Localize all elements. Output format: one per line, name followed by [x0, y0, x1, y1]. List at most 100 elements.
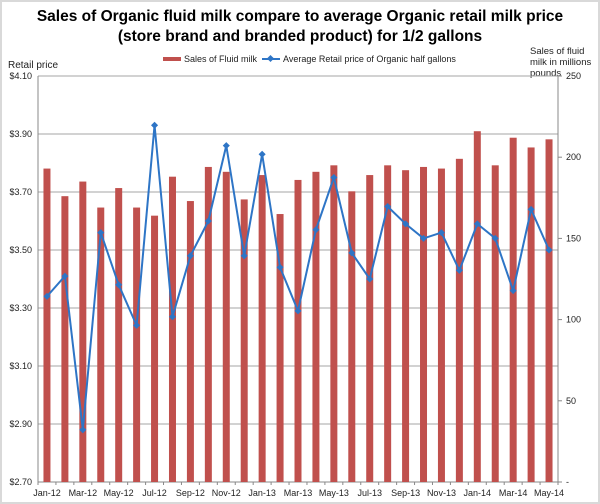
- x-tick-label: May-13: [319, 488, 349, 498]
- bar-Jan-14: [473, 131, 481, 482]
- price-point-Jan-13: [258, 150, 266, 158]
- bar-Oct-12: [204, 166, 212, 482]
- price-point-May-13: [330, 173, 338, 182]
- price-point-Jul-13: [366, 275, 374, 283]
- legend-bar: Sales of Fluid milk: [163, 54, 257, 64]
- right-tick-label: -: [566, 477, 569, 487]
- bar-Jul-12: [151, 215, 159, 482]
- price-point-Aug-12: [168, 313, 177, 321]
- bar-Aug-13: [384, 165, 392, 482]
- price-point-Oct-12: [204, 217, 212, 225]
- price-point-Feb-13: [276, 263, 284, 271]
- bar-Sep-13: [402, 170, 410, 482]
- price-point-Nov-13: [437, 229, 445, 237]
- bar-Nov-12: [222, 171, 230, 483]
- bar-Mar-14: [509, 137, 517, 482]
- price-point-Jan-14: [473, 220, 481, 228]
- left-tick-label: $3.10: [9, 361, 32, 371]
- price-point-Jun-12: [133, 321, 141, 329]
- right-tick-label: 150: [566, 233, 581, 243]
- bar-Oct-13: [420, 166, 428, 482]
- x-tick-label: May-12: [104, 488, 134, 498]
- x-tick-label: Mar-12: [69, 488, 98, 498]
- price-point-Apr-12: [97, 229, 105, 237]
- x-tick-label: Jan-13: [248, 488, 276, 498]
- price-point-Feb-14: [491, 234, 499, 242]
- bar-May-13: [330, 165, 338, 482]
- price-point-May-12: [115, 281, 123, 289]
- price-point-Jul-12: [151, 121, 159, 129]
- left-tick-label: $2.70: [9, 477, 32, 487]
- price-point-Apr-13: [312, 226, 320, 234]
- left-tick-label: $3.90: [9, 129, 32, 139]
- x-tick-label: Jan-12: [33, 488, 61, 498]
- legend-bar-swatch: [163, 57, 181, 61]
- bar-Dec-12: [240, 199, 248, 482]
- legend-bar-label: Sales of Fluid milk: [184, 54, 258, 64]
- right-axis-label-line: pounds: [530, 68, 562, 79]
- right-axis-label-line: Sales of fluid: [530, 46, 585, 57]
- price-point-Nov-12: [222, 142, 230, 150]
- bar-Mar-13: [294, 179, 302, 482]
- bar-Apr-14: [527, 147, 535, 482]
- price-point-Mar-13: [294, 307, 302, 315]
- right-tick-label: 50: [566, 396, 576, 406]
- bar-Jan-12: [43, 168, 51, 482]
- price-point-Jun-13: [348, 249, 356, 257]
- price-point-Mar-12: [79, 426, 87, 434]
- price-point-May-14: [545, 246, 553, 254]
- legend-line-label: Average Retail price of Organic half gal…: [283, 54, 456, 64]
- left-tick-label: $3.30: [9, 303, 32, 313]
- price-point-Oct-13: [419, 234, 428, 242]
- bar-May-12: [115, 188, 123, 482]
- right-axis-label-line: milk in millions: [530, 57, 592, 68]
- price-point-Feb-12: [61, 272, 69, 280]
- bar-Sep-12: [186, 201, 194, 482]
- chart-title-line2: (store brand and branded product) for 1/…: [117, 28, 483, 45]
- legend-line-swatch: [262, 54, 280, 63]
- legend-line: Average Retail price of Organic half gal…: [262, 54, 456, 64]
- x-tick-label: Jul-13: [357, 488, 382, 498]
- x-tick-label: Jul-12: [142, 488, 167, 498]
- x-tick-label: Nov-12: [212, 488, 241, 498]
- price-point-Jan-12: [43, 292, 51, 300]
- bar-Aug-12: [168, 176, 176, 483]
- bar-Jun-12: [133, 207, 141, 482]
- left-axis-label: Retail price: [8, 60, 59, 71]
- x-tick-label: Mar-13: [284, 488, 313, 498]
- x-tick-label: Mar-14: [499, 488, 528, 498]
- bar-Jan-13: [258, 175, 266, 482]
- bar-Jun-13: [348, 191, 356, 482]
- price-point-Dec-13: [455, 266, 463, 274]
- bar-Feb-12: [61, 196, 69, 482]
- bar-Mar-12: [79, 181, 87, 482]
- price-point-Mar-14: [509, 287, 517, 295]
- bar-Feb-14: [491, 165, 499, 482]
- x-tick-label: Jan-14: [464, 488, 492, 498]
- bar-Jul-13: [366, 175, 374, 482]
- bar-Dec-13: [455, 158, 463, 482]
- left-tick-label: $3.50: [9, 245, 32, 255]
- x-tick-label: May-14: [534, 488, 564, 498]
- bar-Apr-12: [97, 207, 105, 482]
- left-tick-label: $4.10: [9, 71, 32, 81]
- price-point-Aug-13: [384, 202, 392, 211]
- x-tick-label: Sep-13: [391, 488, 420, 498]
- x-tick-label: Nov-13: [427, 488, 456, 498]
- bar-Apr-13: [312, 171, 320, 483]
- right-tick-label: 200: [566, 152, 581, 162]
- right-axis-label: Sales of fluid milk in millions pounds: [530, 46, 591, 79]
- bar-May-14: [545, 139, 553, 482]
- x-tick-label: Sep-12: [176, 488, 205, 498]
- left-tick-label: $2.90: [9, 419, 32, 429]
- bar-Feb-13: [276, 214, 284, 483]
- chart-title-line1: Sales of Organic fluid milk compare to a…: [36, 8, 564, 25]
- price-point-Sep-13: [402, 220, 410, 228]
- bar-Nov-13: [437, 168, 445, 482]
- right-tick-label: 100: [566, 315, 581, 325]
- left-tick-label: $3.70: [9, 187, 32, 197]
- price-point-Apr-14: [527, 205, 535, 213]
- right-tick-label: 250: [566, 71, 581, 81]
